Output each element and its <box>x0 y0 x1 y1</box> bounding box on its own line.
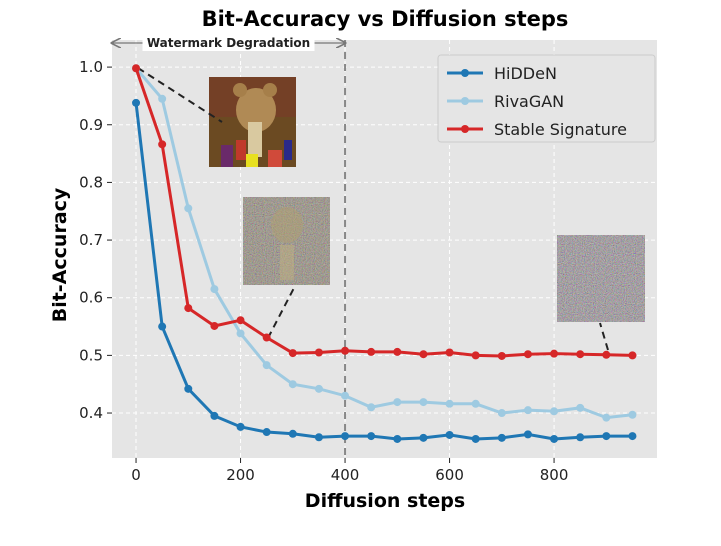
x-tick-label: 200 <box>226 466 255 484</box>
data-point <box>419 350 428 359</box>
data-point <box>602 432 611 441</box>
data-point <box>210 321 219 330</box>
data-point <box>367 432 376 441</box>
data-point <box>262 333 271 342</box>
y-tick-label: 0.6 <box>79 289 103 307</box>
chart-title: Bit-Accuracy vs Diffusion steps <box>202 7 569 31</box>
data-point <box>158 322 167 331</box>
legend-marker <box>461 69 469 77</box>
span-label: Watermark Degradation <box>147 36 310 50</box>
data-point <box>314 433 323 442</box>
x-tick-label: 400 <box>331 466 360 484</box>
data-point <box>471 434 480 443</box>
data-point <box>523 430 532 439</box>
data-point <box>497 351 506 360</box>
data-point <box>132 98 141 107</box>
legend: HiDDeN RivaGAN Stable Signature <box>437 54 656 143</box>
y-tick-label: 0.5 <box>79 346 103 364</box>
data-point <box>523 406 532 415</box>
data-point <box>550 349 559 358</box>
data-point <box>367 403 376 412</box>
data-point <box>314 384 323 393</box>
inset-original-image <box>209 77 296 167</box>
data-point <box>262 361 271 370</box>
data-point <box>341 432 350 441</box>
data-point <box>602 350 611 359</box>
y-tick-label: 0.8 <box>79 173 103 191</box>
data-point <box>367 347 376 356</box>
data-point <box>576 403 585 412</box>
data-point <box>184 384 193 393</box>
legend-marker <box>461 97 469 105</box>
data-point <box>445 348 454 357</box>
inset-noisy-image <box>243 197 330 285</box>
y-axis-label: Bit-Accuracy <box>49 187 71 322</box>
data-point <box>393 434 402 443</box>
data-point <box>550 407 559 416</box>
legend-label: HiDDeN <box>494 64 557 83</box>
data-point <box>288 380 297 389</box>
data-point <box>236 316 245 325</box>
inset-noise-image <box>557 235 645 322</box>
data-point <box>628 432 637 441</box>
data-point <box>262 428 271 437</box>
data-point <box>445 430 454 439</box>
legend-label: Stable Signature <box>494 120 627 139</box>
x-axis-label: Diffusion steps <box>305 490 465 512</box>
y-tick-label: 0.9 <box>79 116 103 134</box>
data-point <box>497 433 506 442</box>
data-point <box>210 285 219 294</box>
x-tick-label: 0 <box>131 466 141 484</box>
data-point <box>393 347 402 356</box>
data-point <box>419 433 428 442</box>
data-point <box>341 346 350 355</box>
inset-pointers <box>137 67 609 351</box>
data-point <box>550 434 559 443</box>
data-point <box>158 94 167 103</box>
data-point <box>236 422 245 431</box>
data-point <box>393 398 402 407</box>
series-hidden <box>132 98 637 443</box>
data-point <box>628 351 637 360</box>
data-point <box>419 398 428 407</box>
series-stable-signature <box>132 64 637 360</box>
data-point <box>132 64 141 73</box>
y-tick-label: 0.4 <box>79 404 103 422</box>
data-point <box>445 399 454 408</box>
data-point <box>341 391 350 400</box>
data-point <box>314 348 323 357</box>
y-tick-label: 0.7 <box>79 231 103 249</box>
data-point <box>471 351 480 360</box>
series-line <box>134 67 633 420</box>
legend-marker <box>461 125 469 133</box>
legend-label: RivaGAN <box>494 92 564 111</box>
series-rivagan <box>132 64 637 422</box>
x-tick-label: 600 <box>435 466 464 484</box>
series-line <box>134 102 633 441</box>
data-point <box>158 140 167 149</box>
x-tick-label: 800 <box>540 466 569 484</box>
data-point <box>628 410 637 419</box>
data-point <box>471 399 480 408</box>
data-point <box>288 429 297 438</box>
data-point <box>602 413 611 422</box>
degradation-span: Watermark Degradation <box>112 35 345 51</box>
data-point <box>288 349 297 358</box>
data-point <box>184 304 193 313</box>
y-tick-label: 1.0 <box>79 58 103 76</box>
data-point <box>576 350 585 359</box>
data-point <box>576 433 585 442</box>
data-point <box>210 411 219 420</box>
data-point <box>497 409 506 418</box>
data-point <box>523 350 532 359</box>
data-point <box>184 204 193 213</box>
data-point <box>236 329 245 338</box>
series-line <box>134 67 633 358</box>
